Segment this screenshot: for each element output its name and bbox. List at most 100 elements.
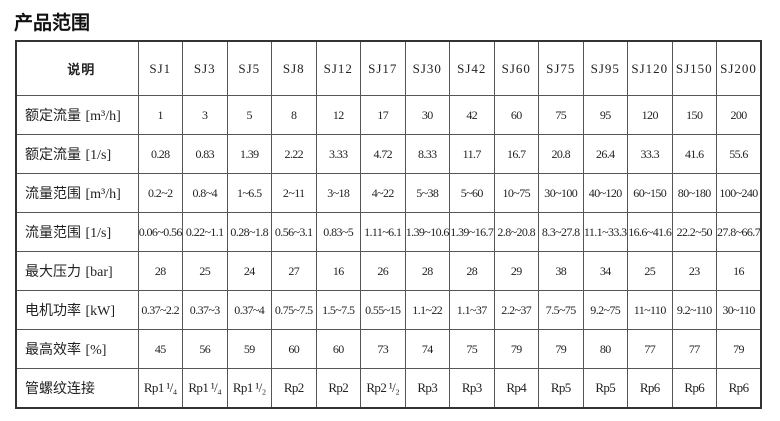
table-cell: 2.2~37 [493, 290, 539, 330]
row-label: 最高效率 [%] [15, 329, 139, 369]
table-cell: 55.6 [716, 134, 762, 174]
header-model: SJ150 [671, 40, 717, 96]
table-cell: Rp2 [315, 368, 361, 409]
table-cell: Rp6 [671, 368, 717, 409]
header-model: SJ30 [404, 40, 450, 96]
table-cell: 1~6.5 [226, 173, 272, 213]
table-row: 电机功率 [kW] 0.37~2.2 0.37~3 0.37~4 0.75~7.5 1.5… [15, 290, 762, 330]
table-cell: 0.37~4 [226, 290, 272, 330]
table-cell: 29 [493, 251, 539, 291]
table-cell: Rp6 [627, 368, 673, 409]
table-cell: 1.5~7.5 [315, 290, 361, 330]
table-cell: 80~180 [671, 173, 717, 213]
table-cell: 27 [271, 251, 317, 291]
table-cell: 74 [404, 329, 450, 369]
table-cell: Rp2 ¹/₂ [360, 368, 406, 409]
table-cell: 0.28~1.8 [226, 212, 272, 252]
table-cell: 8.33 [404, 134, 450, 174]
table-cell: 0.83 [182, 134, 228, 174]
table-cell: 100~240 [716, 173, 762, 213]
table-cell: 27.8~66.7 [716, 212, 762, 252]
table-cell: 0.2~2 [137, 173, 183, 213]
table-cell: 9.2~75 [582, 290, 628, 330]
table-cell: 34 [582, 251, 628, 291]
table-cell: 75 [449, 329, 495, 369]
table-cell: 0.83~5 [315, 212, 361, 252]
row-unit: [m³/h] [85, 187, 121, 202]
table-cell: 40~120 [582, 173, 628, 213]
table-cell: 56 [182, 329, 228, 369]
row-unit: [bar] [85, 265, 113, 280]
row-label: 额定流量 [m³/h] [15, 95, 139, 135]
table-cell: 1 [137, 95, 183, 135]
row-label: 管螺纹连接 [15, 368, 139, 409]
table-cell: 0.37~3 [182, 290, 228, 330]
table-cell: 45 [137, 329, 183, 369]
table-cell: 12 [315, 95, 361, 135]
table-cell: 60 [271, 329, 317, 369]
row-unit: [1/s] [85, 148, 112, 163]
table-cell: Rp3 [449, 368, 495, 409]
table-cell: 3.33 [315, 134, 361, 174]
table-cell: 77 [627, 329, 673, 369]
table-cell: 1.1~22 [404, 290, 450, 330]
table-cell: 60 [315, 329, 361, 369]
table-cell: 0.75~7.5 [271, 290, 317, 330]
row-label: 额定流量 [1/s] [15, 134, 139, 174]
row-label-text: 管螺纹连接 [25, 381, 95, 397]
table-cell: 73 [360, 329, 406, 369]
table-cell: 0.8~4 [182, 173, 228, 213]
row-label: 流量范围 [m³/h] [15, 173, 139, 213]
table-cell: 3~18 [315, 173, 361, 213]
table-cell: 16 [315, 251, 361, 291]
table-cell: 0.56~3.1 [271, 212, 317, 252]
header-model: SJ8 [271, 40, 317, 96]
row-unit: [kW] [85, 304, 115, 319]
row-label: 电机功率 [kW] [15, 290, 139, 330]
table-cell: 28 [137, 251, 183, 291]
table-cell: 4.72 [360, 134, 406, 174]
header-model: SJ95 [582, 40, 628, 96]
table-cell: 4~22 [360, 173, 406, 213]
table-cell: 11.1~33.3 [582, 212, 628, 252]
table-cell: 16 [716, 251, 762, 291]
header-model: SJ200 [716, 40, 762, 96]
table-cell: 59 [226, 329, 272, 369]
table-cell: 200 [716, 95, 762, 135]
table-cell: 60 [493, 95, 539, 135]
table-cell: 33.3 [627, 134, 673, 174]
table-cell: 0.28 [137, 134, 183, 174]
table-cell: Rp6 [716, 368, 762, 409]
table-cell: 79 [538, 329, 584, 369]
header-model: SJ75 [538, 40, 584, 96]
table-row: 流量范围 [m³/h] 0.2~2 0.8~4 1~6.5 2~11 3~18 4~22 5~… [15, 173, 762, 213]
header-model: SJ3 [182, 40, 228, 96]
table-cell: 80 [582, 329, 628, 369]
table-cell: 5~38 [404, 173, 450, 213]
table-cell: 24 [226, 251, 272, 291]
row-label-text: 流量范围 [25, 186, 81, 202]
header-model: SJ60 [493, 40, 539, 96]
table-cell: 2.8~20.8 [493, 212, 539, 252]
row-label-text: 电机功率 [25, 303, 81, 319]
row-label: 最大压力 [bar] [15, 251, 139, 291]
table-cell: 1.39~10.6 [404, 212, 450, 252]
table-cell: 22.2~50 [671, 212, 717, 252]
table-cell: 30~110 [716, 290, 762, 330]
table-cell: 28 [449, 251, 495, 291]
product-range-table: 说明 SJ1 SJ3 SJ5 SJ8 SJ12 SJ17 SJ30 SJ42 SJ60 SJ75 SJ… [15, 40, 763, 409]
table-cell: 1.1~37 [449, 290, 495, 330]
table-cell: 42 [449, 95, 495, 135]
row-label-text: 最高效率 [25, 342, 81, 358]
table-cell: 30~100 [538, 173, 584, 213]
table-cell: Rp5 [538, 368, 584, 409]
table-cell: 26 [360, 251, 406, 291]
table-cell: 1.11~6.1 [360, 212, 406, 252]
table-cell: 75 [538, 95, 584, 135]
table-cell: 20.8 [538, 134, 584, 174]
table-cell: Rp4 [493, 368, 539, 409]
page-title: 产品范围 [14, 12, 91, 34]
table-cell: 95 [582, 95, 628, 135]
table-row: 最大压力 [bar] 28 25 24 27 16 26 28 28 29 38 34 25 23 16 [15, 251, 762, 291]
table-row: 额定流量 [m³/h] 1 3 5 8 12 17 30 42 60 75 95 120 150 200 [15, 95, 762, 135]
